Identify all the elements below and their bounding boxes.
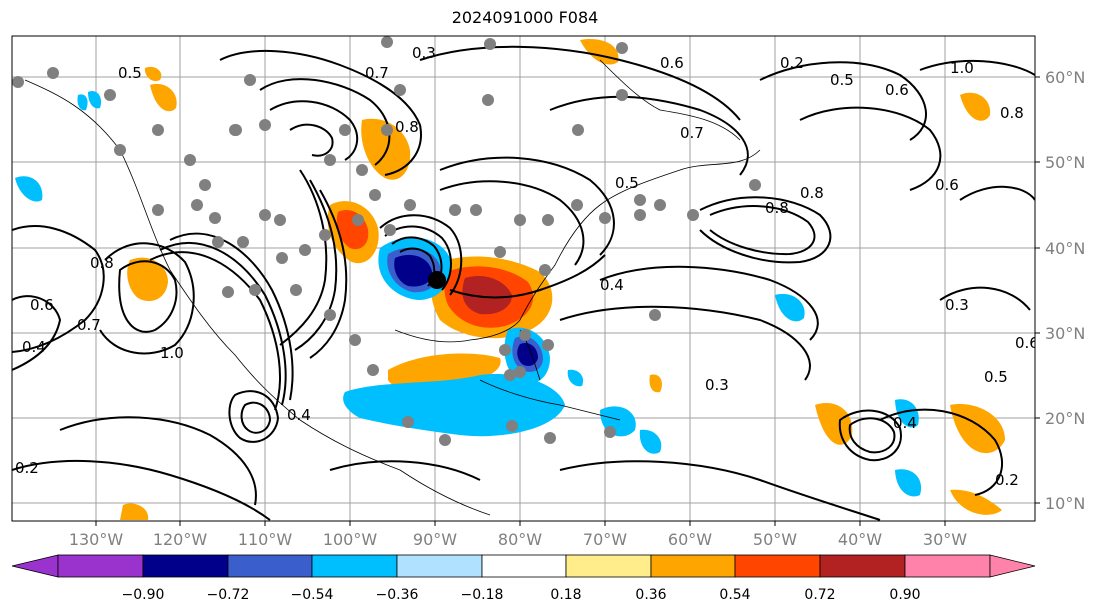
lon-label: 60°W: [668, 530, 712, 549]
colorbar-segment: [227, 554, 313, 578]
colorbar-tick-label: −0.36: [376, 587, 419, 603]
lon-label: 130°W: [69, 530, 124, 549]
colorbar-labels: −0.90 −0.72 −0.54 −0.36 −0.18 0.18 0.36 …: [122, 587, 921, 603]
colorbar-tick-label: 0.36: [635, 587, 666, 603]
contour-label: 0.6: [1015, 334, 1039, 352]
colorbar-tick-label: −0.72: [207, 587, 250, 603]
colorbar-segment: [734, 554, 821, 578]
colorbar-tick-label: −0.90: [122, 587, 165, 603]
colorbar-segment: [904, 554, 991, 578]
colorbar-segment: [142, 554, 229, 578]
contour-label: 0.3: [412, 44, 436, 62]
contour-label: 0.3: [705, 376, 729, 394]
lon-label: 110°W: [238, 530, 293, 549]
colorbar-segment: [481, 554, 567, 578]
lat-label: 40°N: [1045, 239, 1085, 258]
contour-label: 0.2: [15, 459, 39, 477]
contour-label: 0.8: [800, 184, 824, 202]
colorbar-tick-label: −0.54: [291, 587, 334, 603]
lat-label: 20°N: [1045, 409, 1085, 428]
contour-label: 0.5: [615, 174, 639, 192]
contour-label: 0.8: [90, 254, 114, 272]
contour-label: 0.7: [365, 64, 389, 82]
latitude-labels: 60°N 50°N 40°N 30°N 20°N 10°N: [1045, 68, 1085, 513]
colorbar-segment: [396, 554, 483, 578]
colorbar-tick-label: −0.18: [461, 587, 504, 603]
contour-label: 0.8: [1000, 104, 1024, 122]
storm-center-marker: [428, 271, 446, 289]
contour-value-labels: 0.2 0.3 0.4 0.5 0.6 0.7 0.8 1.0 0.4 0.6 …: [15, 44, 1039, 489]
colorbar-tick-label: 0.54: [719, 587, 750, 603]
lon-label: 80°W: [498, 530, 542, 549]
contour-label: 0.6: [935, 176, 959, 194]
lon-label: 90°W: [413, 530, 457, 549]
contour-label: 0.4: [287, 406, 311, 424]
contour-label: 0.5: [984, 368, 1008, 386]
lat-label: 10°N: [1045, 494, 1085, 513]
contour-lines: [12, 45, 1035, 521]
contour-label: 0.6: [885, 81, 909, 99]
contour-label: 0.6: [660, 54, 684, 72]
lon-label: 120°W: [153, 530, 208, 549]
contour-label: 0.2: [995, 471, 1019, 489]
colorbar-segment: [989, 554, 1036, 578]
colorbar-segment: [565, 554, 652, 578]
lon-label: 30°W: [923, 530, 967, 549]
colorbar-tick-label: 0.18: [550, 587, 581, 603]
contour-label: 0.2: [780, 54, 804, 72]
lon-label: 40°W: [838, 530, 882, 549]
colorbar-segment: [819, 554, 906, 578]
contour-label: 0.6: [30, 296, 54, 314]
colorbar-tick-label: 0.90: [889, 587, 920, 603]
contour-label: 0.4: [893, 414, 917, 432]
colorbar-tick-label: 0.72: [804, 587, 835, 603]
contour-label: 0.4: [600, 276, 624, 294]
lat-label: 30°N: [1045, 324, 1085, 343]
contour-label: 1.0: [950, 59, 974, 77]
colorbar: [11, 554, 1036, 578]
contour-label: 0.5: [118, 64, 142, 82]
colorbar-segment: [311, 554, 398, 578]
lon-label: 100°W: [323, 530, 378, 549]
map-title: 2024091000 F084: [451, 8, 599, 27]
colorbar-segment: [11, 554, 59, 578]
contour-label: 0.3: [945, 296, 969, 314]
contour-label: 0.8: [765, 199, 789, 217]
lon-label: 50°W: [753, 530, 797, 549]
station-dots: [12, 36, 761, 446]
contour-label: 0.7: [77, 316, 101, 334]
lat-label: 50°N: [1045, 153, 1085, 172]
contour-label: 0.8: [395, 118, 419, 136]
contour-label: 0.5: [830, 71, 854, 89]
lat-label: 60°N: [1045, 68, 1085, 87]
lon-label: 70°W: [583, 530, 627, 549]
contour-label: 1.0: [160, 344, 184, 362]
contour-label: 0.4: [22, 338, 46, 356]
colorbar-segment: [650, 554, 736, 578]
contour-label: 0.7: [680, 124, 704, 142]
longitude-labels: 130°W 120°W 110°W 100°W 90°W 80°W 70°W 6…: [69, 530, 967, 549]
colorbar-segment: [57, 554, 144, 578]
map-border: [11, 35, 1036, 522]
